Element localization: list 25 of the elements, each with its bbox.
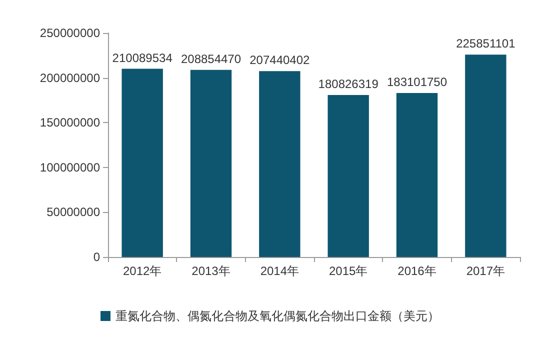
bar [465, 54, 506, 257]
bar [190, 70, 232, 257]
bar [122, 68, 163, 257]
data-label: 207440402 [250, 53, 310, 68]
bar [259, 71, 300, 257]
bar [396, 92, 438, 257]
data-label: 183101750 [386, 74, 448, 89]
x-tick-label: 2015年 [328, 264, 368, 278]
x-tick-label: 2017年 [466, 264, 506, 278]
x-tick-label: 2012年 [122, 264, 162, 278]
bar [328, 94, 369, 257]
data-label: 208854470 [180, 52, 242, 66]
data-label: 225851101 [456, 36, 516, 51]
x-tick-label: 2014年 [260, 264, 300, 278]
legend-label: 重氮化合物、偶氮化合物及氧化偶氮化合物出口金额（美元） [116, 309, 440, 323]
data-label: 210089534 [112, 50, 173, 65]
data-label: 180826319 [318, 76, 379, 91]
y-tick-label: 100000000 [40, 160, 100, 174]
x-tick-label: 2013年 [192, 264, 230, 278]
y-tick-label: 200000000 [40, 70, 100, 85]
y-tick-label: 150000000 [40, 116, 100, 130]
x-tick-label: 2016年 [398, 264, 436, 278]
y-tick-label: 0 [93, 250, 100, 264]
y-tick-label: 50000000 [46, 205, 100, 220]
y-tick-label: 250000000 [40, 26, 100, 40]
